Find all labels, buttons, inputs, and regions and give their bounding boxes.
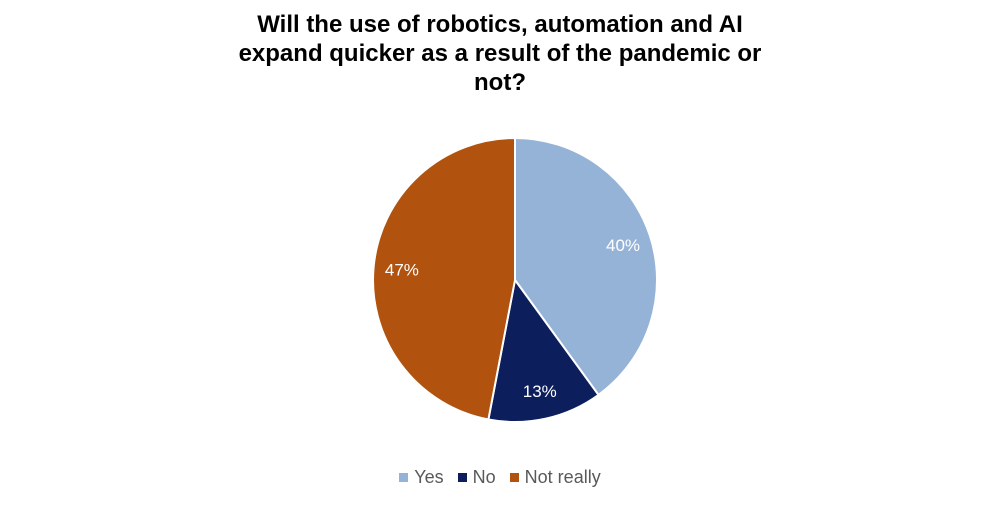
legend-label-no: No	[472, 467, 496, 487]
chart-title-line: not?	[474, 69, 526, 96]
data-label-not-really: 47%	[385, 260, 419, 279]
legend-item-not-really: Not really	[509, 467, 601, 488]
chart-title-line: Will the use of robotics, automation and…	[257, 11, 743, 38]
legend-item-no: No	[457, 467, 496, 488]
chart-legend: Yes No Not really	[0, 467, 1000, 488]
legend-label-not-really: Not really	[524, 467, 601, 487]
data-label-yes: 40%	[606, 236, 640, 255]
legend-swatch-not-really	[509, 473, 519, 482]
chart-title: Will the use of robotics, automation and…	[0, 10, 1000, 97]
chart-title-line: expand quicker as a result of the pandem…	[238, 40, 762, 67]
pie-slice-no	[487, 279, 600, 423]
legend-label-yes: Yes	[414, 467, 444, 487]
legend-swatch-yes	[399, 473, 409, 482]
pie-slice-not-really	[372, 137, 516, 421]
legend-swatch-no	[457, 473, 467, 482]
legend-item-yes: Yes	[399, 467, 444, 488]
data-label-no: 13%	[523, 382, 557, 401]
pie-slice-yes	[514, 137, 658, 396]
